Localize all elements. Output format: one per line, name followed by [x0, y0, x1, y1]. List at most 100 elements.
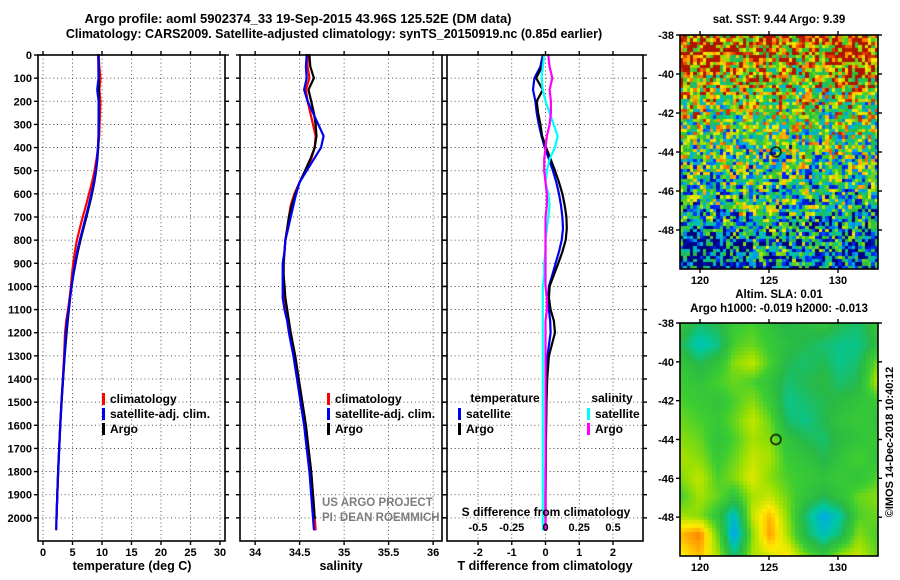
series-temperature_profile-climatology: [55, 53, 102, 531]
legend-label: climatology: [335, 392, 402, 406]
series-salinity_profile-satellite-adj-clim-: [281, 53, 325, 531]
legend-t-satellite: satellite: [458, 407, 511, 421]
tick-label: -0.5: [469, 522, 488, 534]
tick-label: -40: [658, 357, 674, 369]
satellite-adj-color-mark: [327, 408, 330, 420]
tick-label: 1600: [8, 420, 32, 432]
tick-label: -48: [658, 512, 674, 524]
tick-label: 700: [14, 212, 32, 224]
tick-label: 20: [155, 547, 167, 559]
tick-label: -38: [658, 30, 674, 42]
legend-label: Argo: [466, 422, 494, 436]
tick-label: 125: [760, 275, 778, 287]
tick-label: 0: [40, 547, 46, 559]
tick-label: 1: [576, 547, 582, 559]
tick-label: 1800: [8, 467, 32, 479]
series-difference_profile-salinity-Argo: [543, 53, 554, 531]
series-salinity_profile-Argo: [282, 53, 318, 520]
t-satellite-color-mark: [458, 408, 461, 420]
tick-label: 0: [542, 547, 548, 559]
tick-label: 1900: [8, 490, 32, 502]
argo-color-mark: [102, 423, 105, 435]
tick-label: 1500: [8, 397, 32, 409]
argo-color-mark: [327, 423, 330, 435]
s-argo-color-mark: [587, 423, 590, 435]
sst-map-title: sat. SST: 9.44 Argo: 9.39: [712, 14, 846, 26]
tick-label: 15: [125, 547, 137, 559]
legend-t-argo: Argo: [458, 422, 494, 436]
legend-label: Argo: [335, 422, 363, 436]
sla-map-subtitle: Argo h1000: -0.019 h2000: -0.013: [690, 303, 868, 315]
series-temperature_profile-Argo: [55, 53, 101, 520]
copyright-stamp: ©IMOS 14-Dec-2018 10:40:12: [884, 366, 896, 518]
series-temperature_profile-satellite-adj-clim-: [55, 53, 100, 531]
figure-title: Argo profile: aoml 5902374_33 19-Sep-201…: [84, 11, 512, 26]
legend-label: climatology: [110, 392, 177, 406]
legend-climatology: climatology: [327, 392, 402, 406]
tick-label: -1: [507, 547, 517, 559]
t-argo-color-mark: [458, 423, 461, 435]
legend-argo: Argo: [327, 422, 363, 436]
sla-heatmap: [680, 323, 878, 556]
legend-label: satellite-adj. clim.: [335, 407, 436, 421]
series-difference_profile-temperature-satellite: [531, 53, 565, 531]
tick-label: -0.25: [499, 522, 524, 534]
watermark-line2: PI: DEAN ROEMMICH: [322, 512, 440, 524]
tick-label: 34: [249, 547, 262, 559]
legend-temperature-header: temperature: [470, 391, 540, 405]
tick-label: -48: [658, 225, 674, 237]
tick-label: 1200: [8, 328, 32, 340]
tick-label: 600: [14, 189, 32, 201]
tick-label: -44: [658, 435, 675, 447]
tick-label: 35.5: [378, 547, 399, 559]
tick-label: 120: [691, 562, 709, 574]
tick-label: 100: [14, 73, 32, 85]
tick-label: -2: [473, 547, 483, 559]
series-difference_profile-temperature-Argo: [534, 53, 568, 520]
tick-label: 5: [69, 547, 75, 559]
tick-label: -46: [658, 186, 674, 198]
legend-satellite-adj-clim: satellite-adj. clim.: [327, 407, 435, 421]
legend-label: satellite: [595, 407, 640, 421]
satellite-adj-color-mark: [102, 408, 105, 420]
tick-label: 1700: [8, 443, 32, 455]
legend-label: satellite-adj. clim.: [110, 407, 211, 421]
tick-label: 35: [338, 547, 350, 559]
tick-label: 1400: [8, 374, 32, 386]
temperature-xlabel: temperature (deg C): [72, 559, 192, 573]
tick-label: 300: [14, 119, 32, 131]
tick-label: 0.25: [569, 522, 590, 534]
tick-label: 130: [829, 562, 847, 574]
tick-label: 25: [184, 547, 196, 559]
legend-s-satellite: satellite: [587, 407, 640, 421]
t-difference-xlabel: T difference from climatology: [457, 559, 633, 573]
legend-label: Argo: [595, 422, 623, 436]
tick-label: 0.5: [605, 522, 620, 534]
tick-label: 130: [829, 275, 847, 287]
tick-label: -38: [658, 318, 674, 330]
tick-label: -44: [658, 147, 675, 159]
tick-label: 1100: [8, 305, 32, 317]
climatology-color-mark: [327, 393, 330, 405]
legend-climatology: climatology: [102, 392, 177, 406]
tick-label: 36: [427, 547, 439, 559]
tick-label: 2000: [8, 513, 32, 525]
sst-heatmap: [680, 35, 878, 269]
tick-label: 800: [14, 235, 32, 247]
tick-label: 120: [691, 275, 709, 287]
s-difference-label: S difference from climatology: [461, 505, 631, 519]
tick-label: 2: [610, 547, 616, 559]
tick-label: 34.5: [289, 547, 310, 559]
s-satellite-color-mark: [587, 408, 590, 420]
tick-label: -46: [658, 473, 674, 485]
tick-label: 400: [14, 143, 32, 155]
legend-label: satellite: [466, 407, 511, 421]
legend-salinity-header: salinity: [591, 391, 633, 405]
tick-label: 0: [26, 50, 32, 62]
tick-label: 500: [14, 166, 32, 178]
watermark-line1: US ARGO PROJECT: [322, 497, 433, 509]
legend-satellite-adj-clim: satellite-adj. clim.: [102, 407, 210, 421]
